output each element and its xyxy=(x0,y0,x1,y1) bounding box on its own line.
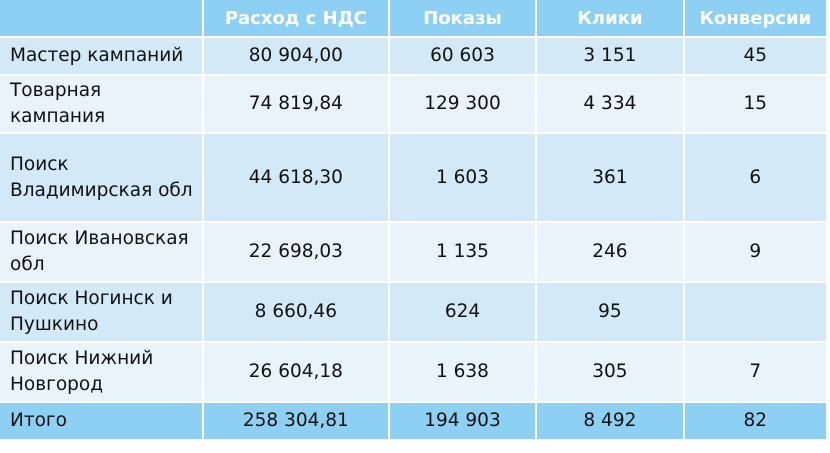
spend-cell: 74 819,84 xyxy=(203,76,388,132)
total-label: Итого xyxy=(0,403,202,439)
campaign-name: Поиск Владимирская обл xyxy=(0,134,202,221)
spend-cell: 26 604,18 xyxy=(203,343,388,401)
spend-cell: 80 904,00 xyxy=(203,38,388,74)
clicks-cell: 4 334 xyxy=(537,76,683,132)
campaign-stats-table: Расход с НДС Показы Клики Конверсии Маст… xyxy=(0,0,826,439)
conversions-cell: 7 xyxy=(684,343,826,401)
total-spend: 258 304,81 xyxy=(203,403,388,439)
clicks-cell: 3 151 xyxy=(537,38,683,74)
table-row: Мастер кампаний 80 904,00 60 603 3 151 4… xyxy=(0,38,826,74)
impressions-cell: 1 638 xyxy=(389,343,536,401)
clicks-cell: 305 xyxy=(537,343,683,401)
table-row: Поиск Владимирская обл 44 618,30 1 603 3… xyxy=(0,134,826,221)
campaign-name: Поиск Ивановская обл xyxy=(0,223,202,281)
clicks-cell: 246 xyxy=(537,223,683,281)
impressions-cell: 624 xyxy=(389,283,536,341)
total-conversions: 82 xyxy=(684,403,826,439)
impressions-cell: 1 603 xyxy=(389,134,536,221)
header-conversions: Конверсии xyxy=(684,0,826,36)
table-row: Поиск Нижний Новгород 26 604,18 1 638 30… xyxy=(0,343,826,401)
table-row: Товарная кампания 74 819,84 129 300 4 33… xyxy=(0,76,826,132)
conversions-cell xyxy=(684,283,826,341)
conversions-cell: 9 xyxy=(684,223,826,281)
conversions-cell: 15 xyxy=(684,76,826,132)
header-campaign xyxy=(0,0,202,36)
header-spend-vat: Расход с НДС xyxy=(203,0,388,36)
header-row: Расход с НДС Показы Клики Конверсии xyxy=(0,0,826,36)
total-row: Итого 258 304,81 194 903 8 492 82 xyxy=(0,403,826,439)
impressions-cell: 60 603 xyxy=(389,38,536,74)
campaign-name: Поиск Нижний Новгород xyxy=(0,343,202,401)
table-row: Поиск Ногинск и Пушкино 8 660,46 624 95 xyxy=(0,283,826,341)
conversions-cell: 45 xyxy=(684,38,826,74)
total-clicks: 8 492 xyxy=(537,403,683,439)
conversions-cell: 6 xyxy=(684,134,826,221)
clicks-cell: 95 xyxy=(537,283,683,341)
campaign-name: Товарная кампания xyxy=(0,76,202,132)
spend-cell: 44 618,30 xyxy=(203,134,388,221)
impressions-cell: 1 135 xyxy=(389,223,536,281)
campaign-name: Поиск Ногинск и Пушкино xyxy=(0,283,202,341)
campaign-name: Мастер кампаний xyxy=(0,38,202,74)
spend-cell: 22 698,03 xyxy=(203,223,388,281)
total-impressions: 194 903 xyxy=(389,403,536,439)
clicks-cell: 361 xyxy=(537,134,683,221)
spend-cell: 8 660,46 xyxy=(203,283,388,341)
impressions-cell: 129 300 xyxy=(389,76,536,132)
table-row: Поиск Ивановская обл 22 698,03 1 135 246… xyxy=(0,223,826,281)
header-clicks: Клики xyxy=(537,0,683,36)
header-impressions: Показы xyxy=(389,0,536,36)
